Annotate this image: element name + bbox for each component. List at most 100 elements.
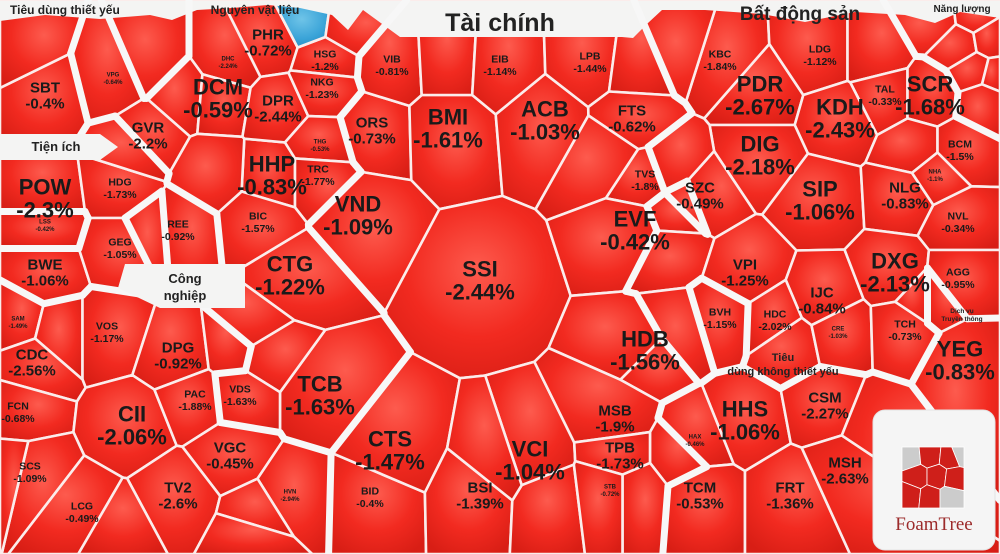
svg-text:NHA: NHA [929, 170, 943, 176]
svg-text:BSI: BSI [467, 480, 492, 497]
svg-text:BID: BID [361, 486, 380, 498]
svg-text:AGG: AGG [946, 267, 970, 279]
svg-text:DCM: DCM [193, 75, 243, 100]
svg-text:-0.62%: -0.62% [608, 118, 656, 135]
svg-text:FCN: FCN [7, 401, 29, 413]
svg-text:DIG: DIG [740, 132, 779, 157]
svg-text:-1.56%: -1.56% [610, 349, 680, 374]
svg-text:-1.03%: -1.03% [510, 119, 580, 144]
svg-text:-1.1%: -1.1% [927, 177, 943, 183]
svg-text:CSM: CSM [808, 390, 841, 407]
svg-text:Công: Công [168, 271, 201, 286]
svg-text:MSH: MSH [828, 455, 861, 472]
svg-text:-2.24%: -2.24% [218, 64, 238, 70]
svg-text:LPB: LPB [580, 51, 601, 63]
svg-text:-2.02%: -2.02% [758, 321, 792, 333]
svg-text:KBC: KBC [709, 49, 732, 61]
svg-text:-2.6%: -2.6% [158, 495, 197, 512]
svg-text:-2.06%: -2.06% [97, 424, 167, 449]
svg-text:Tiêu dùng thiết yếu: Tiêu dùng thiết yếu [10, 3, 120, 17]
svg-text:TPB: TPB [605, 440, 635, 457]
svg-text:-1.63%: -1.63% [285, 394, 355, 419]
svg-text:LDG: LDG [809, 44, 831, 56]
svg-text:VIB: VIB [383, 54, 401, 66]
svg-text:-1.06%: -1.06% [21, 272, 69, 289]
svg-text:HHP: HHP [249, 152, 295, 177]
svg-text:TV2: TV2 [164, 480, 192, 497]
svg-text:DPR: DPR [262, 93, 294, 110]
svg-text:-1.25%: -1.25% [721, 272, 769, 289]
svg-text:-1.17%: -1.17% [90, 333, 124, 345]
svg-text:NLG: NLG [889, 180, 921, 197]
svg-text:-0.83%: -0.83% [237, 174, 307, 199]
svg-text:-0.42%: -0.42% [35, 227, 55, 233]
svg-text:-1.8%: -1.8% [631, 181, 659, 193]
svg-text:EVF: EVF [614, 207, 657, 232]
svg-text:VPI: VPI [733, 257, 757, 274]
svg-text:-1.84%: -1.84% [703, 61, 737, 73]
svg-text:-1.47%: -1.47% [355, 449, 425, 474]
svg-text:BVH: BVH [709, 307, 731, 319]
svg-text:-2.18%: -2.18% [725, 154, 795, 179]
svg-text:-1.05%: -1.05% [103, 249, 137, 261]
svg-text:-0.84%: -0.84% [798, 300, 846, 317]
svg-text:-1.73%: -1.73% [103, 189, 137, 201]
svg-text:Tiêu: Tiêu [772, 352, 794, 364]
svg-text:-2.43%: -2.43% [805, 117, 875, 142]
svg-text:-0.42%: -0.42% [600, 229, 670, 254]
svg-text:DHC: DHC [222, 57, 236, 63]
svg-text:FTS: FTS [618, 103, 646, 120]
svg-text:-0.49%: -0.49% [676, 195, 724, 212]
svg-text:-0.92%: -0.92% [161, 231, 195, 243]
svg-text:PDR: PDR [737, 72, 784, 97]
svg-text:-0.72%: -0.72% [600, 492, 620, 498]
svg-text:Năng lượng: Năng lượng [933, 4, 990, 15]
svg-text:HDC: HDC [764, 309, 787, 321]
svg-text:-1.22%: -1.22% [255, 274, 325, 299]
svg-text:-0.95%: -0.95% [941, 279, 975, 291]
svg-text:-1.49%: -1.49% [8, 324, 28, 330]
svg-text:-2.94%: -2.94% [280, 497, 300, 503]
svg-text:EIB: EIB [491, 54, 509, 66]
svg-text:CDC: CDC [16, 347, 49, 364]
svg-text:BMI: BMI [428, 105, 468, 130]
svg-text:-0.59%: -0.59% [183, 97, 253, 122]
svg-text:PAC: PAC [184, 389, 206, 401]
svg-text:-0.83%: -0.83% [881, 195, 929, 212]
svg-text:DPG: DPG [162, 340, 195, 357]
svg-text:Tiện ích: Tiện ích [32, 139, 81, 154]
svg-text:-2.67%: -2.67% [725, 94, 795, 119]
svg-text:CII: CII [118, 402, 146, 427]
svg-text:SBT: SBT [30, 80, 60, 97]
svg-text:HHS: HHS [722, 397, 768, 422]
svg-text:TCM: TCM [684, 480, 717, 497]
svg-text:-1.12%: -1.12% [803, 56, 837, 68]
svg-text:-0.46%: -0.46% [685, 442, 705, 448]
svg-text:FRT: FRT [775, 480, 804, 497]
svg-text:STB: STB [604, 485, 617, 491]
svg-text:-2.13%: -2.13% [860, 271, 930, 296]
svg-text:-0.64%: -0.64% [103, 80, 123, 86]
svg-text:BCM: BCM [948, 139, 972, 151]
svg-text:ORS: ORS [356, 115, 389, 132]
svg-text:PHR: PHR [252, 27, 284, 44]
svg-text:MSB: MSB [598, 403, 632, 420]
svg-text:Nguyên vật liệu: Nguyên vật liệu [211, 3, 300, 17]
svg-text:-1.9%: -1.9% [595, 418, 634, 435]
svg-text:-0.49%: -0.49% [65, 513, 99, 525]
svg-text:-0.92%: -0.92% [154, 355, 202, 372]
svg-text:DXG: DXG [871, 249, 919, 274]
svg-text:FoamTree: FoamTree [895, 514, 972, 535]
svg-text:-1.06%: -1.06% [785, 199, 855, 224]
svg-text:-1.36%: -1.36% [766, 495, 814, 512]
svg-text:HDB: HDB [621, 327, 669, 352]
svg-text:-2.44%: -2.44% [445, 279, 515, 304]
svg-text:SAM: SAM [11, 317, 24, 323]
svg-text:-0.68%: -0.68% [1, 413, 35, 425]
svg-text:NVL: NVL [948, 211, 970, 223]
svg-text:VOS: VOS [96, 321, 118, 333]
svg-text:CTS: CTS [368, 427, 412, 452]
svg-text:GVR: GVR [132, 120, 165, 137]
svg-text:KDH: KDH [816, 95, 864, 120]
svg-text:HAX: HAX [689, 435, 702, 441]
